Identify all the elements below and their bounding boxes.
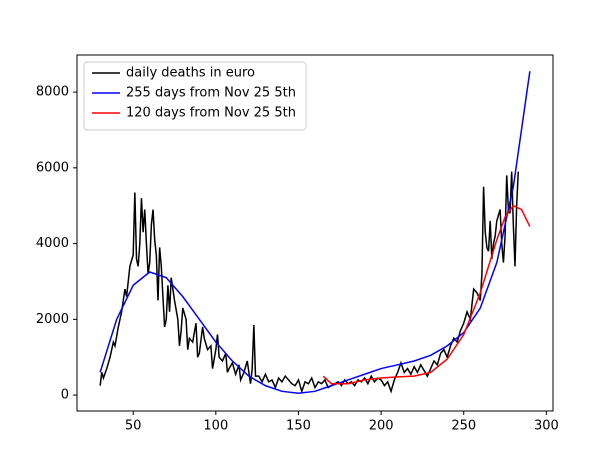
y-tick-label: 4000: [36, 236, 69, 251]
x-tick-label: 150: [286, 419, 311, 434]
y-tick-label: 2000: [36, 312, 69, 327]
line-series: [322, 204, 531, 385]
legend-box: [83, 61, 307, 131]
plot-frame: [76, 54, 554, 412]
x-tick-label: 100: [203, 419, 228, 434]
y-tick-label: 0: [61, 388, 69, 403]
y-tick-label: 8000: [36, 85, 69, 100]
x-tick-label: 250: [451, 419, 476, 434]
legend-label: daily deaths in euro: [126, 66, 255, 81]
x-tick-label: 50: [125, 419, 142, 434]
line-series: [99, 171, 520, 394]
legend-label: 120 days from Nov 25 5th: [126, 106, 296, 121]
line-series: [99, 71, 531, 394]
legend-label: 255 days from Nov 25 5th: [126, 86, 296, 101]
x-tick-label: 300: [534, 419, 559, 434]
x-tick-label: 200: [369, 419, 394, 434]
y-tick-label: 6000: [36, 160, 69, 175]
